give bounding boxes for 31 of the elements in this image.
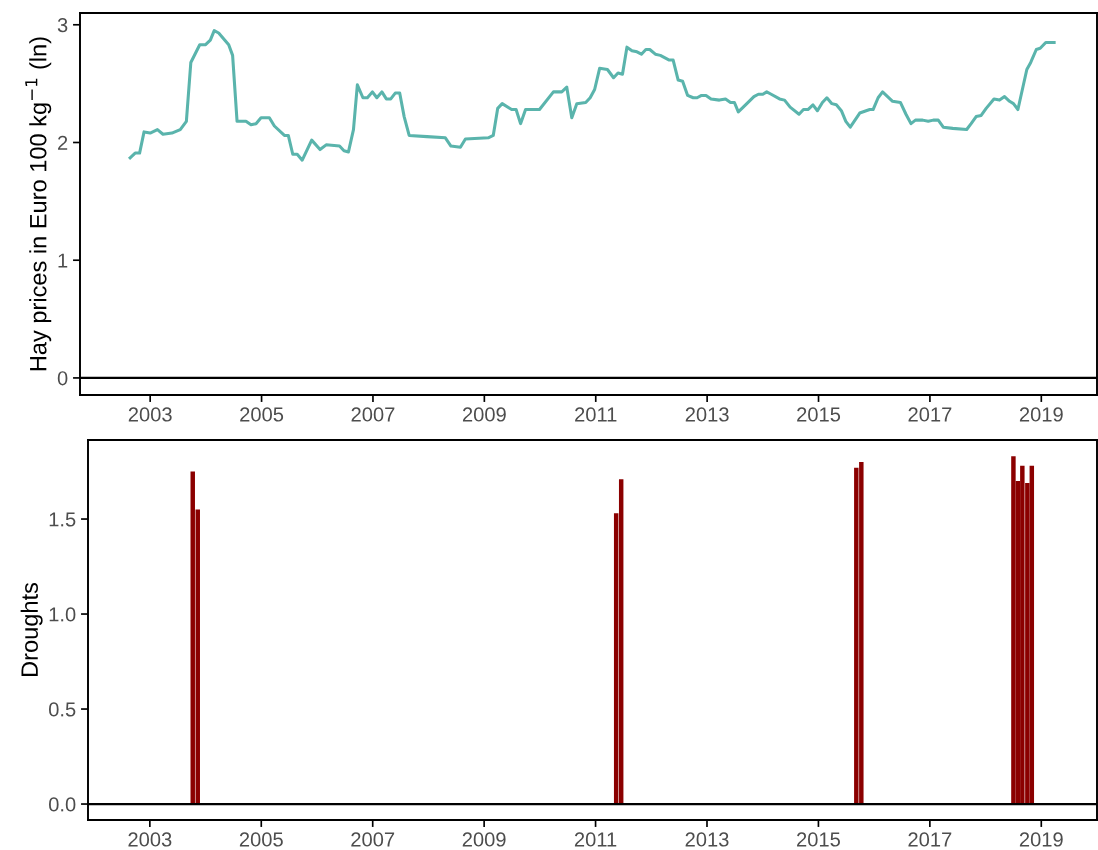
bar	[1011, 456, 1016, 805]
x-tick-label: 2015	[797, 832, 840, 847]
y-tick-label: 0.0	[48, 797, 76, 812]
x-tick-label: 2011	[574, 832, 617, 847]
y-tick-label: 0	[57, 371, 68, 386]
x-tick-label: 2013	[685, 407, 729, 422]
x-tick-label: 2019	[1019, 832, 1063, 847]
y-tick-label: 3	[57, 18, 68, 33]
x-tick-label: 2005	[240, 407, 284, 422]
bar	[618, 479, 624, 805]
x-tick-label: 2007	[351, 407, 395, 422]
x-tick-label: 2003	[128, 832, 172, 847]
x-tick-label: 2009	[462, 407, 506, 422]
x-tick-label: 2005	[239, 832, 283, 847]
x-tick-label: 2013	[685, 832, 729, 847]
x-tick-label: 2019	[1019, 407, 1063, 422]
x-tick-label: 2007	[351, 832, 395, 847]
y-axis-title: Droughts	[20, 582, 43, 676]
x-tick-label: 2017	[908, 832, 952, 847]
x-tick-label: 2015	[797, 407, 841, 422]
x-tick-label: 2017	[908, 407, 952, 422]
y-tick-label: 2	[58, 135, 68, 150]
y-tick-label: 1.0	[49, 607, 76, 622]
x-tick-label: 2009	[462, 832, 506, 847]
y-axis-title: Hay prices in Euro 100 kg$^{−1}$ (ln)	[25, 37, 52, 371]
y-tick-label: 1.5	[49, 512, 76, 527]
y-tick-label: 1	[58, 253, 68, 268]
line-series	[128, 29, 1056, 162]
x-tick-label: 2011	[575, 407, 617, 422]
x-tick-label: 2003	[128, 407, 172, 422]
y-tick-label: 0.5	[48, 702, 76, 717]
